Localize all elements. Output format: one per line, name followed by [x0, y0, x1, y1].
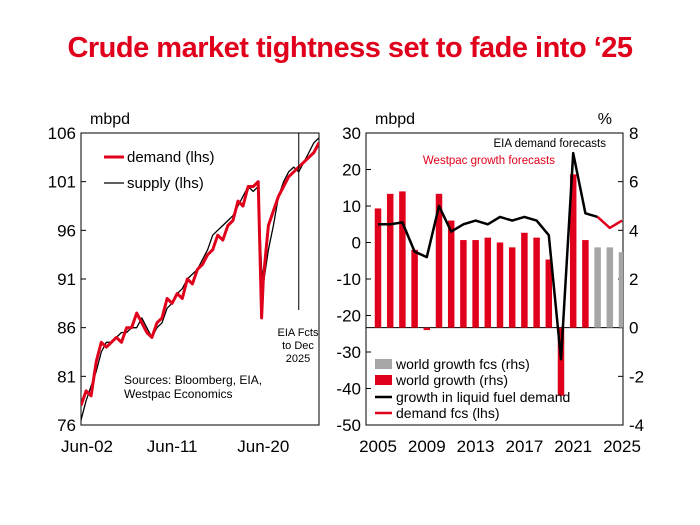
right-right-y-axis: -4 -2 0 2 4 6 8	[618, 124, 644, 435]
left-series-group	[81, 137, 319, 421]
bar-world-growth-2020	[557, 327, 565, 396]
bar-world-growth-2014	[484, 237, 492, 328]
source-line-1: Sources: Bloomberg, EIA,	[124, 373, 262, 387]
bar-world-growth-2012	[460, 240, 467, 328]
right-left-y-tick-label-3: -20	[336, 307, 361, 326]
source-note: Sources: Bloomberg, EIA, Westpac Economi…	[124, 373, 262, 401]
left-y-tick-label-1: 81	[57, 367, 76, 386]
liquid-fuel-demand-line	[378, 151, 598, 361]
bar-world-growth-2022	[582, 240, 589, 328]
legend-label-liquid-fuel: growth in liquid fuel demand	[396, 389, 570, 405]
bar-world-growth-2021	[569, 174, 577, 328]
annotation-eia-demand: EIA demand forecasts	[493, 138, 606, 150]
bar-world-growth-2006	[386, 193, 394, 328]
right-x-axis: 2005 2009 2013 2017 2021 2025	[359, 437, 641, 456]
bar-world-growth-2013	[472, 240, 479, 328]
bar-world-growth-2018	[533, 237, 540, 328]
right-x-tick-label-5: 2025	[603, 437, 641, 456]
annotation-westpac-growth: Westpac growth forecasts	[423, 155, 555, 167]
left-y-axis: 76 81 86 91 96 101 106	[48, 124, 86, 435]
left-y-tick-label-4: 96	[57, 221, 76, 240]
bar-world-growth-2007	[399, 191, 406, 328]
bar-world-growth-fcs-2025	[618, 252, 623, 328]
right-left-y-tick-label-1: -40	[336, 380, 361, 399]
right-x-tick-label-1: 2009	[408, 437, 446, 456]
legend-label-supply: supply (lhs)	[127, 175, 204, 192]
left-y-tick-label-3: 91	[57, 270, 76, 289]
left-x-tick-label-2: Jun-20	[237, 437, 289, 456]
right-bars-group	[374, 174, 623, 396]
demand-fcs-line	[596, 215, 623, 230]
forecast-annotation: EIA Fcts to Dec 2025	[278, 327, 319, 365]
legend-swatch-world-growth	[375, 375, 392, 385]
right-right-y-tick-label-4: 4	[629, 221, 638, 240]
right-x-tick-label-3: 2017	[505, 437, 543, 456]
right-x-tick-label-0: 2005	[359, 437, 397, 456]
right-right-y-tick-label-1: -2	[629, 367, 644, 386]
bar-world-growth-2005	[374, 208, 382, 328]
right-left-y-tick-label-0: -50	[336, 416, 361, 435]
left-x-tick-label-1: Jun-11	[147, 437, 198, 456]
right-left-y-tick-label-4: -10	[336, 270, 361, 289]
legend-label-demand-fcs: demand fcs (lhs)	[396, 405, 499, 421]
legend-label-demand: demand (lhs)	[127, 149, 215, 166]
left-legend: demand (lhs) supply (lhs)	[104, 149, 215, 192]
bar-world-growth-fcs-2023	[594, 247, 601, 328]
right-left-y-tick-label-8: 30	[342, 124, 361, 143]
legend-label-world-growth: world growth (rhs)	[395, 372, 508, 388]
right-right-y-tick-label-0: -4	[629, 416, 644, 435]
left-x-tick-label-0: Jun-02	[61, 437, 113, 456]
left-unit-label: mbpd	[90, 111, 130, 128]
right-left-y-tick-label-6: 10	[342, 197, 361, 216]
right-left-y-tick-label-2: -30	[336, 343, 361, 362]
right-x-tick-label-2: 2013	[457, 437, 495, 456]
right-x-tick-label-4: 2021	[554, 437, 592, 456]
source-line-2: Westpac Economics	[124, 387, 233, 401]
right-left-y-tick-label-7: 20	[342, 161, 361, 180]
page-title: Crude market tightness set to fade into …	[67, 32, 633, 64]
right-right-y-tick-label-3: 2	[629, 270, 638, 289]
right-right-y-tick-label-5: 6	[629, 173, 638, 192]
right-right-y-tick-label-2: 0	[629, 319, 638, 338]
right-lines-group	[378, 151, 623, 361]
bar-world-growth-2017	[521, 232, 528, 328]
bar-world-growth-2008	[411, 249, 418, 328]
left-panel: 76 81 86 91 96 101 106 Jun-02 Jun-11 Jun-20 mbpd…	[48, 111, 320, 456]
left-y-tick-label-0: 76	[57, 416, 76, 435]
right-right-y-tick-label-6: 8	[629, 124, 638, 143]
bar-world-growth-fcs-2024	[606, 247, 614, 328]
annotation-line-1: EIA Fcts	[278, 327, 319, 339]
bar-world-growth-2016	[508, 247, 516, 328]
annotation-line-3: 2025	[286, 353, 310, 365]
bar-world-growth-2011	[447, 220, 455, 328]
bar-world-growth-2015	[496, 242, 504, 328]
annotation-line-2: to Dec	[282, 340, 314, 352]
left-y-tick-label-5: 101	[48, 173, 76, 192]
right-left-y-tick-label-5: 0	[352, 234, 361, 253]
right-unit-label-left: mbpd	[375, 111, 415, 128]
legend-label-world-growth-fcs: world growth fcs (rhs)	[395, 356, 530, 372]
legend-swatch-world-growth-fcs	[375, 359, 392, 369]
left-y-tick-label-6: 106	[48, 124, 76, 143]
bar-world-growth-2009	[423, 327, 431, 331]
right-left-y-axis: -50 -40 -30 -20 -10 0 10 20 30	[336, 124, 371, 435]
bar-world-growth-2010	[435, 193, 443, 328]
right-legend: world growth fcs (rhs) world growth (rhs…	[375, 356, 570, 421]
right-unit-label-right: %	[598, 111, 612, 128]
bar-world-growth-2019	[545, 259, 553, 328]
left-y-tick-label-2: 86	[57, 319, 76, 338]
demand-line	[81, 142, 319, 406]
left-x-axis: Jun-02 Jun-11 Jun-20	[61, 437, 289, 456]
